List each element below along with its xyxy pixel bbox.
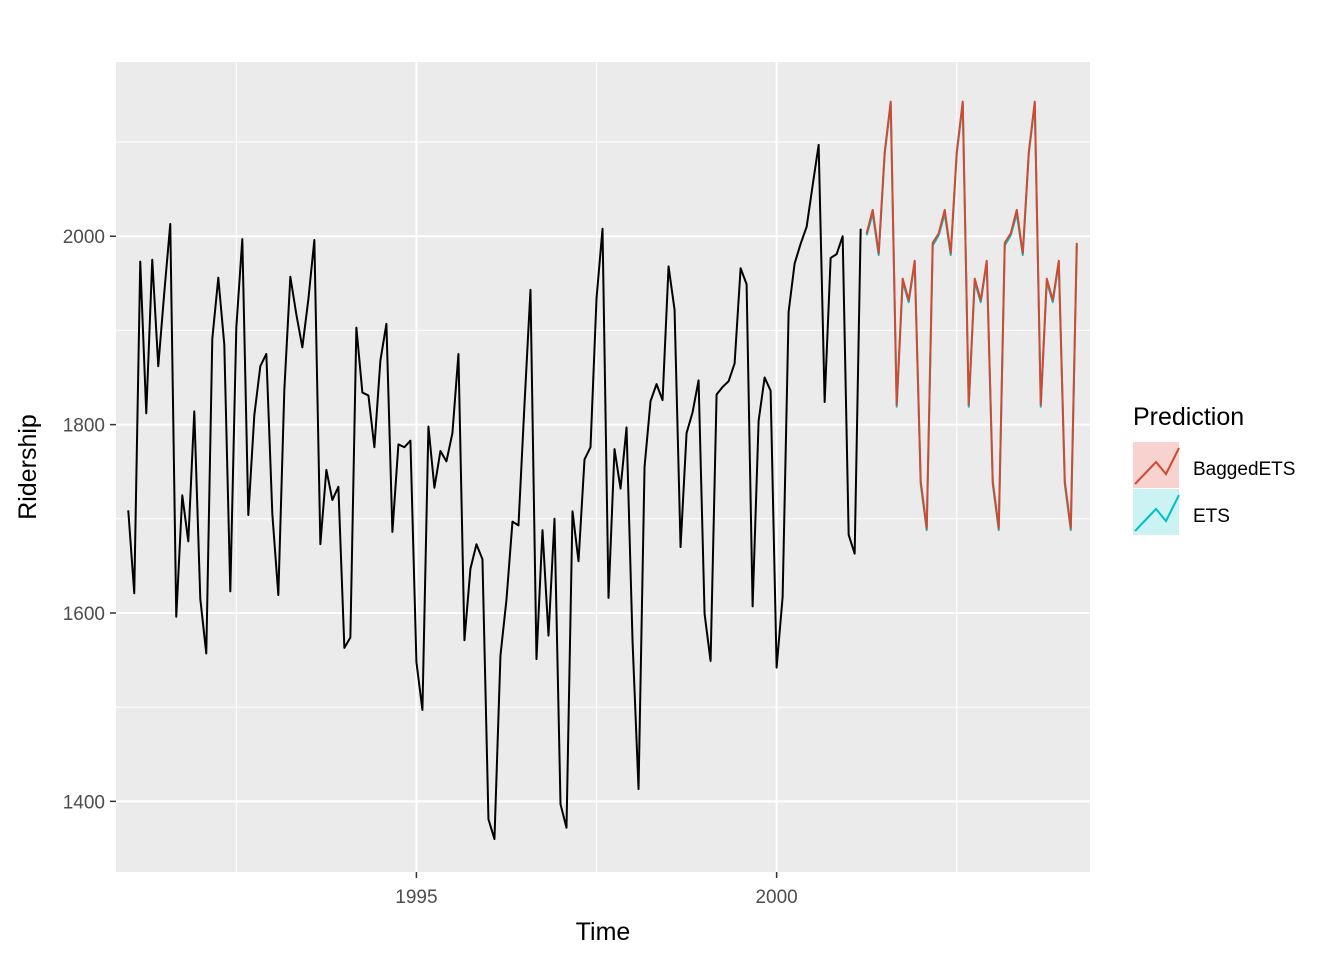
y-tick-label: 1800 — [63, 416, 105, 437]
legend-line-baggedets — [1134, 447, 1180, 485]
legend-label-ets: ETS — [1193, 506, 1230, 527]
series-lines — [127, 100, 1078, 841]
legend-key-baggedets — [1133, 442, 1179, 488]
legend-line-ets — [1134, 494, 1180, 532]
y-axis: 1400 1600 1800 2000 — [63, 227, 116, 813]
x-tick-label: 2000 — [755, 887, 797, 908]
y-tick-label: 2000 — [63, 227, 105, 248]
plot-panel — [116, 62, 1090, 872]
y-tick-label: 1600 — [63, 604, 105, 625]
baggedets-series-line — [865, 100, 1078, 530]
x-axis-title: Time — [576, 918, 631, 946]
observed-series-line — [127, 143, 862, 841]
legend-key-ets — [1133, 489, 1179, 535]
legend-item-baggedets: BaggedETS — [1133, 442, 1295, 488]
legend-item-ets: ETS — [1133, 489, 1230, 535]
grid-minor — [116, 62, 1090, 872]
legend-label-baggedets: BaggedETS — [1193, 459, 1295, 480]
legend: Prediction BaggedETS ETS — [1133, 403, 1295, 535]
legend-title: Prediction — [1133, 403, 1244, 431]
x-axis: 1995 2000 — [395, 872, 798, 908]
x-tick-label: 1995 — [395, 887, 437, 908]
y-tick-label: 1400 — [63, 792, 105, 813]
y-axis-title: Ridership — [14, 414, 42, 520]
